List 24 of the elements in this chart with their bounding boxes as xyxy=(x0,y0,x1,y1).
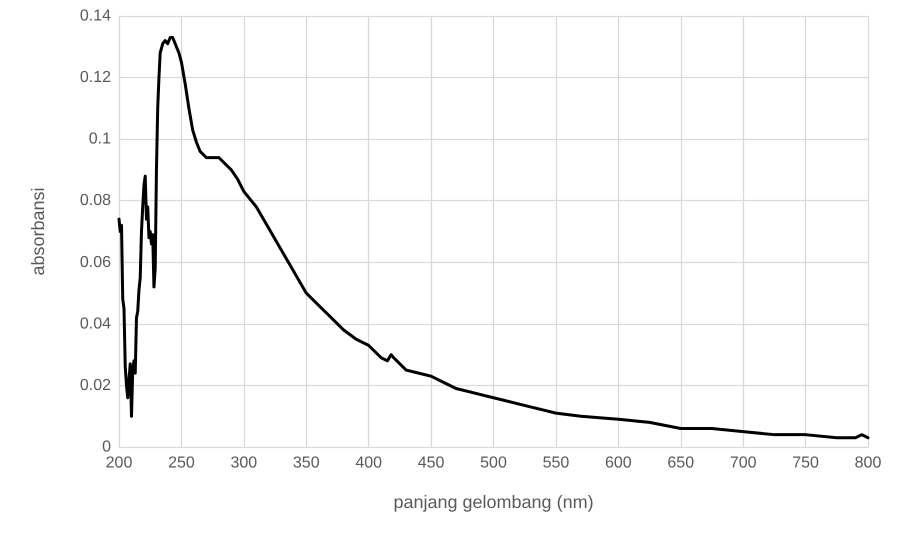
y-tick-label: 0.04 xyxy=(80,315,112,332)
x-tick-label: 300 xyxy=(230,454,258,472)
x-tick-label: 200 xyxy=(106,454,132,472)
y-tick-label: 0 xyxy=(102,438,112,456)
x-axis-title: panjang gelombang (nm) xyxy=(393,492,594,512)
y-tick-label: 0.12 xyxy=(80,69,112,86)
x-tick-label: 800 xyxy=(854,454,882,472)
x-tick-label: 400 xyxy=(355,454,382,472)
x-tick-label: 350 xyxy=(292,454,320,472)
y-tick-label: 0.08 xyxy=(80,192,112,210)
y-tick-label: 0.02 xyxy=(80,376,112,394)
x-tick-label: 550 xyxy=(542,454,570,472)
line-series xyxy=(118,36,870,440)
x-tick-label: 600 xyxy=(604,454,632,472)
x-tick-label: 250 xyxy=(168,454,195,472)
x-tick-label: 450 xyxy=(418,454,445,472)
x-tick-label: 700 xyxy=(730,454,757,472)
y-tick-label: 0.1 xyxy=(88,130,112,148)
y-tick-label: 0.14 xyxy=(80,8,112,24)
y-axis-title: absorbansi xyxy=(28,187,48,276)
x-tick-label: 650 xyxy=(667,454,694,472)
y-tick-label: 0.06 xyxy=(80,254,112,271)
x-tick-label: 750 xyxy=(792,454,820,472)
x-tick-label: 500 xyxy=(480,454,507,472)
